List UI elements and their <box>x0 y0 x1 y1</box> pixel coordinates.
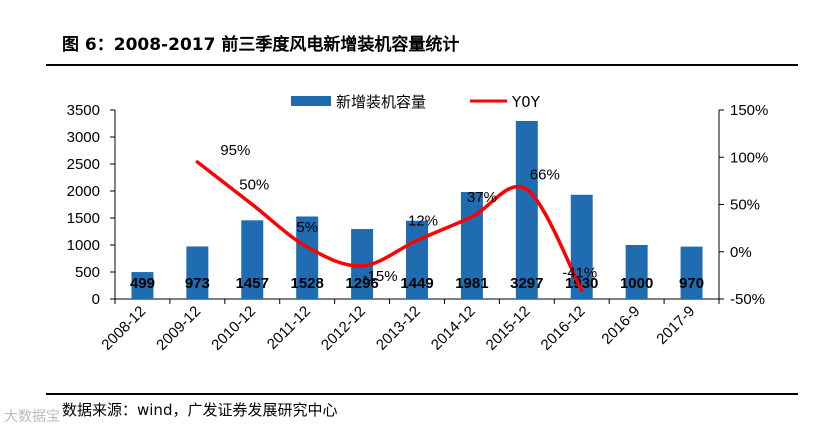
bar <box>625 245 648 299</box>
chart-axes: 0 500 1000 1500 2000 2500 3000 3500 -50% 0% 50% 100… <box>67 102 769 308</box>
figure-title: 图 6：2008-2017 前三季度风电新增装机容量统计 <box>62 35 460 55</box>
bar-data-label: 1296 <box>345 275 378 292</box>
legend-line-label: Y0Y <box>511 93 541 111</box>
x-tick-label: 2015-12 <box>483 303 534 354</box>
bar-data-label: 1457 <box>236 275 269 292</box>
bar <box>241 220 264 299</box>
x-tick-label: 2011-12 <box>264 303 314 353</box>
bar-data-label: 1000 <box>620 275 653 292</box>
x-tick-label: 2014-12 <box>428 303 479 354</box>
y-left-tick-label: 3000 <box>67 129 100 146</box>
yoy-series <box>195 160 584 293</box>
yoy-data-label: -41% <box>562 264 597 281</box>
y-left-tick-label: 2000 <box>67 183 100 200</box>
bar <box>515 120 538 299</box>
bar-labels: 499 973 1457 1528 1296 1449 1981 3297 1930 1000 97… <box>130 275 704 292</box>
yoy-labels: 95% 50% 5% -15% 12% 37% 66% -41% <box>220 142 597 285</box>
yoy-data-label: -15% <box>363 268 398 285</box>
x-tick-label: 2008-12 <box>98 303 149 354</box>
x-tick-label: 2009-12 <box>153 303 204 354</box>
y-right-tick-label: -50% <box>730 291 765 308</box>
x-tick-label: 2017-9 <box>653 303 698 348</box>
yoy-data-label: 50% <box>239 177 269 194</box>
yoy-data-label: 95% <box>220 142 250 159</box>
bar-data-label: 1528 <box>290 275 323 292</box>
bar-data-label: 1981 <box>455 275 488 292</box>
bar-data-label: 1449 <box>400 275 433 292</box>
yoy-data-label: 12% <box>408 212 438 229</box>
x-tick-label: 2016-9 <box>598 303 643 348</box>
bar-data-label: 970 <box>679 275 704 292</box>
title-divider <box>46 64 798 66</box>
x-tick-label: 2016-12 <box>538 303 589 354</box>
bar <box>186 246 209 299</box>
bar <box>570 194 593 299</box>
x-tick-labels: 2008-12 2009-12 2010-12 2011-12 2012-12 2013-… <box>98 303 698 354</box>
y-left-tick-label: 1000 <box>67 237 100 254</box>
legend-bar-label: 新增装机容量 <box>336 93 426 111</box>
yoy-data-label: 37% <box>467 189 497 206</box>
bar-data-label: 973 <box>185 275 210 292</box>
y-left-tick-label: 500 <box>75 264 100 281</box>
yoy-data-label: 5% <box>296 219 318 236</box>
y-left-tick-label: 1500 <box>67 210 100 227</box>
bar-data-label: 3297 <box>510 275 543 292</box>
legend: 新增装机容量 Y0Y <box>291 93 541 111</box>
y-right-tick-label: 150% <box>730 102 768 119</box>
legend-bar-swatch <box>291 96 331 106</box>
source-divider <box>46 393 798 395</box>
watermark: 大数据宝 <box>4 409 60 425</box>
yoy-data-label: 66% <box>530 166 560 183</box>
bar <box>131 272 154 299</box>
y-left-tick-label: 2500 <box>67 156 100 173</box>
x-tick-label: 2010-12 <box>208 303 259 354</box>
x-tick-label: 2013-12 <box>373 303 424 354</box>
y-right-tick-label: 50% <box>730 197 760 214</box>
bar <box>351 229 374 299</box>
y-left-tick-label: 3500 <box>67 102 100 119</box>
bar <box>680 246 703 299</box>
source-note: 数据来源：wind，广发证券发展研究中心 <box>62 401 338 419</box>
yoy-line <box>195 160 584 293</box>
y-right-tick-label: 0% <box>730 244 752 261</box>
y-right-tick-label: 100% <box>730 149 768 166</box>
bar <box>406 220 428 299</box>
bar-series <box>131 120 703 299</box>
bar-data-label: 499 <box>130 275 155 292</box>
y-left-tick-label: 0 <box>92 291 100 308</box>
bar-data-label: 1930 <box>565 275 598 292</box>
x-tick-label: 2012-12 <box>318 303 369 354</box>
bar <box>296 216 319 299</box>
